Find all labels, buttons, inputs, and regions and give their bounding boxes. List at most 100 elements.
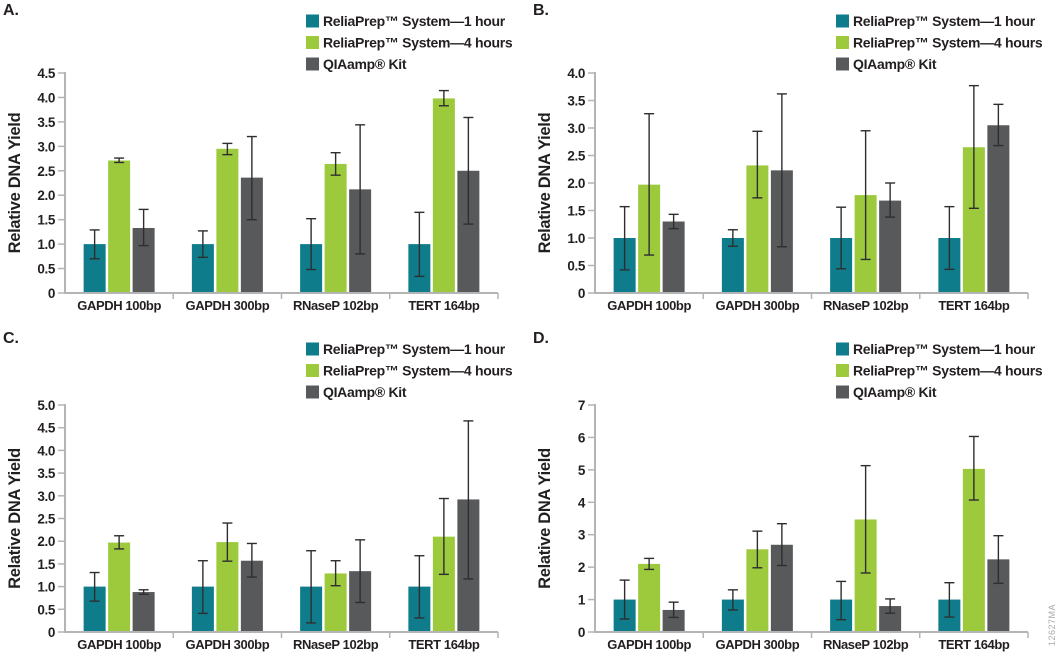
legend-swatch bbox=[836, 364, 849, 377]
bar bbox=[216, 148, 239, 293]
y-tick-label: 0 bbox=[578, 625, 585, 640]
y-tick-label: 3.0 bbox=[37, 489, 55, 504]
legend-label: ReliaPrep™ System—4 hours bbox=[853, 363, 1043, 379]
panel-a: A. 0 0.5 1.0 1.5 2.0 2.5 3.0 3.5 4.0 4.5 GAPDH 100… bbox=[0, 0, 530, 328]
y-tick-label: 2.5 bbox=[37, 512, 55, 527]
x-category-label: GAPDH 100bp bbox=[77, 298, 161, 313]
legend-label: ReliaPrep™ System—1 hour bbox=[323, 13, 506, 29]
bar bbox=[240, 560, 263, 632]
x-category-label: GAPDH 100bp bbox=[77, 637, 161, 652]
bar bbox=[662, 221, 685, 293]
legend-swatch bbox=[836, 36, 849, 49]
y-tick-label: 0.5 bbox=[37, 262, 55, 277]
y-tick-label: 2.0 bbox=[37, 188, 55, 203]
bar bbox=[987, 559, 1010, 632]
legend-label: QIAamp® Kit bbox=[323, 56, 407, 72]
y-tick-label: 1 bbox=[578, 593, 586, 608]
bar bbox=[83, 586, 106, 632]
bar bbox=[108, 160, 131, 293]
x-category-label: GAPDH 300bp bbox=[186, 298, 270, 313]
y-tick-label: 1.0 bbox=[567, 231, 585, 246]
x-category-label: RNaseP 102bp bbox=[293, 298, 379, 313]
bar bbox=[108, 542, 131, 632]
panel-label: C. bbox=[3, 330, 19, 347]
bar bbox=[746, 549, 769, 632]
bar-chart: 0 1 2 3 4 5 6 7 GAPDH 100bp GAPDH 300bp RNaseP 102… bbox=[536, 341, 1043, 652]
y-tick-label: 6 bbox=[578, 430, 586, 445]
y-tick-label: 0 bbox=[48, 625, 55, 640]
x-category-label: RNaseP 102bp bbox=[293, 637, 379, 652]
y-tick-label: 1.5 bbox=[37, 557, 55, 572]
y-tick-label: 5 bbox=[578, 463, 586, 478]
bar bbox=[240, 177, 263, 293]
panel-label: D. bbox=[533, 330, 549, 347]
bar bbox=[191, 244, 214, 293]
legend-swatch bbox=[836, 57, 849, 71]
bar bbox=[962, 147, 985, 293]
y-tick-label: 4.0 bbox=[567, 66, 585, 81]
y-tick-label: 3 bbox=[578, 528, 586, 543]
bar bbox=[662, 609, 685, 632]
legend-label: ReliaPrep™ System—1 hour bbox=[323, 341, 506, 357]
bar bbox=[746, 165, 769, 293]
x-category-label: RNaseP 102bp bbox=[823, 637, 909, 652]
bar bbox=[83, 244, 106, 293]
legend-swatch bbox=[306, 385, 319, 399]
legend-swatch bbox=[306, 36, 319, 49]
bar bbox=[770, 544, 793, 632]
bar bbox=[638, 563, 661, 632]
legend-label: ReliaPrep™ System—4 hours bbox=[853, 35, 1043, 51]
y-tick-label: 2.5 bbox=[37, 164, 55, 179]
legend-label: ReliaPrep™ System—1 hour bbox=[853, 341, 1036, 357]
y-tick-label: 3.5 bbox=[37, 466, 55, 481]
y-tick-label: 2.5 bbox=[567, 149, 585, 164]
bar-chart: 0 0.5 1.0 1.5 2.0 2.5 3.0 3.5 4.0 4.5 5.0 GAPDH 100… bbox=[6, 341, 513, 652]
y-tick-label: 4.0 bbox=[37, 443, 55, 458]
y-tick-label: 4.5 bbox=[37, 66, 55, 81]
legend-swatch bbox=[306, 342, 319, 356]
bar bbox=[132, 592, 155, 632]
y-tick-label: 4 bbox=[578, 495, 586, 510]
y-axis-title: Relative DNA Yield bbox=[6, 113, 24, 254]
bar bbox=[457, 170, 480, 293]
bar bbox=[854, 519, 877, 632]
x-category-label: TERT 164bp bbox=[938, 298, 1010, 313]
panel-c: C. 0 0.5 1.0 1.5 2.0 2.5 3.0 3.5 4.0 4.5 5.0 GAPDH … bbox=[0, 328, 530, 656]
x-category-label: TERT 164bp bbox=[938, 637, 1010, 652]
x-category-label: TERT 164bp bbox=[408, 637, 480, 652]
bar bbox=[987, 125, 1010, 293]
watermark: 12627MA bbox=[1047, 603, 1057, 646]
x-category-label: RNaseP 102bp bbox=[823, 298, 909, 313]
panel-label: A. bbox=[3, 2, 19, 19]
legend-swatch bbox=[836, 14, 849, 28]
y-tick-label: 5.0 bbox=[37, 398, 55, 413]
bar bbox=[324, 163, 347, 293]
x-category-label: GAPDH 100bp bbox=[607, 298, 691, 313]
x-category-label: TERT 164bp bbox=[408, 298, 480, 313]
x-category-label: GAPDH 300bp bbox=[716, 637, 800, 652]
bar bbox=[721, 599, 744, 632]
bar bbox=[879, 200, 902, 293]
y-tick-label: 0.5 bbox=[567, 259, 585, 274]
legend-swatch bbox=[306, 364, 319, 377]
x-category-label: GAPDH 100bp bbox=[607, 637, 691, 652]
y-tick-label: 4.5 bbox=[37, 421, 55, 436]
y-tick-label: 2 bbox=[578, 560, 585, 575]
legend-swatch bbox=[306, 14, 319, 28]
y-tick-label: 0 bbox=[578, 286, 585, 301]
y-tick-label: 2.0 bbox=[567, 176, 585, 191]
y-tick-label: 3.5 bbox=[37, 115, 55, 130]
y-axis-title: Relative DNA Yield bbox=[6, 448, 24, 589]
bar-chart: 0 0.5 1.0 1.5 2.0 2.5 3.0 3.5 4.0 4.5 GAPDH 100bp G… bbox=[6, 13, 513, 313]
y-tick-label: 0 bbox=[48, 286, 55, 301]
bar bbox=[962, 468, 985, 632]
legend-swatch bbox=[836, 385, 849, 399]
legend-label: QIAamp® Kit bbox=[853, 384, 937, 400]
legend-label: ReliaPrep™ System—1 hour bbox=[853, 13, 1036, 29]
bar bbox=[324, 573, 347, 632]
y-tick-label: 1.5 bbox=[37, 213, 55, 228]
bar bbox=[132, 227, 155, 293]
y-axis-title: Relative DNA Yield bbox=[536, 113, 554, 254]
y-axis-title: Relative DNA Yield bbox=[536, 448, 554, 589]
